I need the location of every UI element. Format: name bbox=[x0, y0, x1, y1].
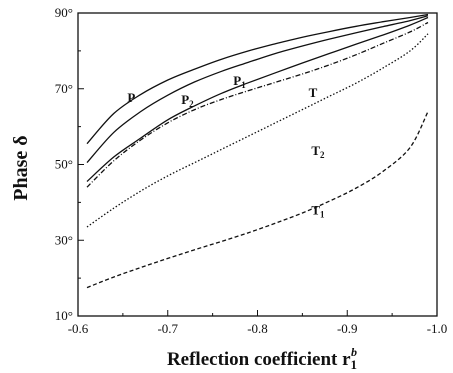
series-line-t bbox=[86, 21, 429, 188]
y-tick-label: 30° bbox=[55, 232, 73, 247]
series-layer: P P2 P1 T T2 T1 bbox=[86, 13, 429, 289]
series-line-p2 bbox=[86, 15, 429, 164]
series-label-t2: T2 bbox=[311, 143, 325, 160]
y-axis-title-text: Phase δ bbox=[10, 135, 32, 200]
y-tick-label: 70° bbox=[55, 81, 73, 96]
y-tick-label: 50° bbox=[55, 157, 73, 172]
x-axis-title-superscript: b bbox=[351, 345, 357, 359]
y-axis-title: Phase δ bbox=[10, 135, 32, 200]
series-label-p1: P1 bbox=[233, 73, 246, 90]
x-tick-label: -0.8 bbox=[247, 321, 268, 336]
x-tick-label: -0.6 bbox=[68, 321, 89, 336]
x-tick-label: -0.9 bbox=[337, 321, 358, 336]
y-tick-label: 10° bbox=[55, 308, 73, 323]
series-label-p2: P2 bbox=[181, 92, 194, 109]
x-axis-title-subscript: 1 bbox=[351, 357, 358, 372]
x-tick-label: -0.7 bbox=[157, 321, 178, 336]
y-tick-label: 90° bbox=[55, 5, 73, 20]
series-line-t1 bbox=[86, 111, 429, 289]
axes-layer: -0.6 -0.7 -0.8 -0.9 -1.0 10° 30° 50° 70° 90° bbox=[55, 5, 448, 336]
series-label-t1: T1 bbox=[311, 202, 325, 219]
series-line-t2 bbox=[86, 33, 429, 228]
series-label-p: P bbox=[127, 90, 135, 105]
series-line-p1 bbox=[86, 16, 429, 182]
x-axis-title: Reflection coefficient r1b bbox=[167, 345, 357, 372]
series-line-p bbox=[86, 13, 429, 145]
x-axis-title-text: Reflection coefficient r bbox=[167, 349, 351, 370]
x-tick-label: -1.0 bbox=[427, 321, 448, 336]
series-label-t: T bbox=[309, 85, 318, 100]
